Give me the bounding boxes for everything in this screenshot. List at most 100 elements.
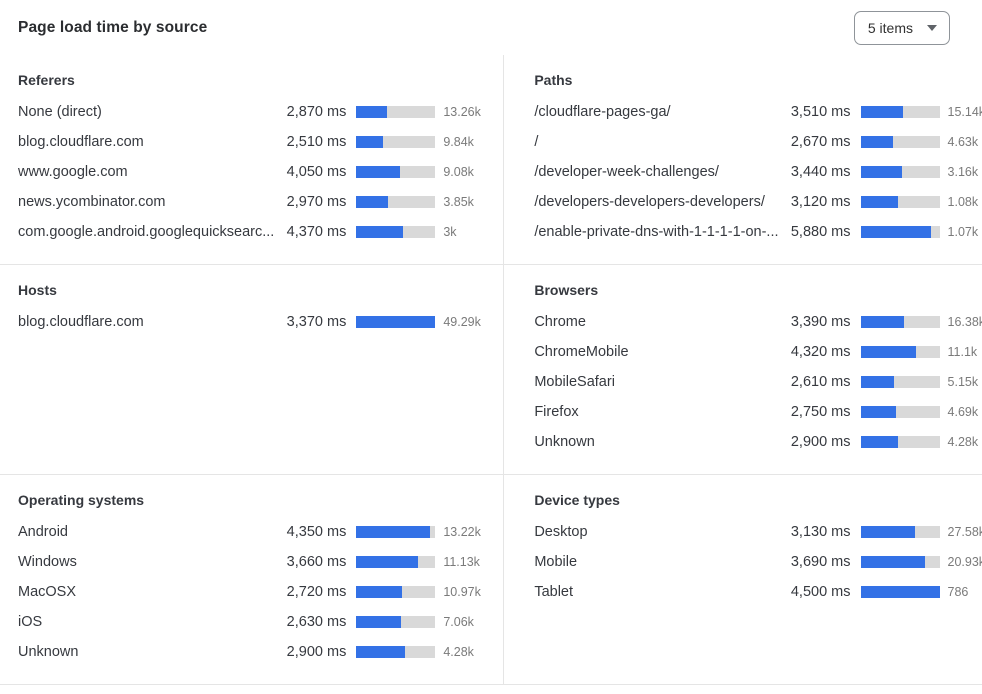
row-bar (860, 526, 940, 538)
metric-row: news.ycombinator.com 2,970 ms 3.85k (18, 187, 489, 217)
metric-row: Android 4,350 ms 13.22k (18, 517, 489, 547)
panel-title-paths: Paths (534, 72, 573, 88)
row-label: /enable-private-dns-with-1-1-1-1-on-... (534, 224, 779, 240)
row-bar (356, 556, 436, 568)
row-count: 4.63k (947, 135, 979, 149)
row-bar (860, 436, 940, 448)
row-label: Unknown (534, 434, 595, 450)
row-ms-value: 2,720 ms (286, 584, 347, 600)
row-ms-value: 4,370 ms (286, 224, 347, 240)
row-count: 4.28k (443, 645, 474, 659)
row-label: / (534, 134, 539, 150)
row-label: Desktop (534, 524, 588, 540)
row-ms-value: 4,050 ms (286, 164, 347, 180)
row-ms-value: 2,750 ms (790, 404, 851, 420)
panel-operating-systems: Operating systems Android 4,350 ms 13.22k Wi… (0, 475, 505, 685)
row-label: www.google.com (18, 164, 128, 180)
row-count: 15.14k (947, 105, 982, 119)
row-bar-fill (356, 526, 430, 538)
metric-row: Desktop 3,130 ms 27.58k (534, 517, 982, 547)
metric-row: MobileSafari 2,610 ms 5.15k (534, 367, 982, 397)
row-bar-fill (860, 436, 898, 448)
row-ms-value: 2,870 ms (286, 104, 347, 120)
row-label: ChromeMobile (534, 344, 629, 360)
row-bar-fill (860, 166, 902, 178)
row-label: Unknown (18, 644, 79, 660)
row-label: /developers-developers-developers/ (534, 194, 765, 210)
metric-row: blog.cloudflare.com 2,510 ms 9.84k (18, 127, 489, 157)
row-count: 9.84k (443, 135, 474, 149)
metric-row: Tablet 4,500 ms 786 (534, 577, 982, 607)
row-bar-fill (860, 406, 896, 418)
row-label: Chrome (534, 314, 586, 330)
row-bar (356, 226, 436, 238)
panel-title-referers: Referers (18, 72, 75, 88)
metric-row: ChromeMobile 4,320 ms 11.1k (534, 337, 982, 367)
panel-title-browsers: Browsers (534, 282, 599, 298)
row-bar (860, 136, 940, 148)
metric-row: /developer-week-challenges/3,440 ms 3.16k (534, 157, 982, 187)
row-ms-value: 3,440 ms (790, 164, 851, 180)
row-bar (356, 166, 436, 178)
row-bar (356, 526, 436, 538)
page-title: Page load time by source (18, 18, 208, 36)
items-count-value: 5 items (867, 19, 913, 36)
row-label: com.google.android.googlequicksearc... (18, 224, 275, 240)
chevron-down-icon (927, 24, 937, 31)
row-bar (860, 406, 940, 418)
row-bar (860, 166, 940, 178)
metric-row: iOS 2,630 ms 7.06k (18, 607, 489, 637)
row-ms-value: 4,500 ms (790, 584, 851, 600)
row-ms-value: 2,970 ms (286, 194, 347, 210)
row-bar (860, 556, 940, 568)
panel-device-types: Device types Desktop 3,130 ms 27.58k Mobile 3… (504, 475, 982, 685)
row-count: 11.13k (443, 555, 480, 569)
panel-paths: Paths/cloudflare-pages-ga/3,510 ms 15.14k… (504, 55, 982, 265)
row-ms-value: 3,690 ms (790, 554, 851, 570)
row-bar-fill (860, 226, 931, 238)
row-bar-fill (860, 526, 916, 538)
row-count: 3.85k (443, 195, 474, 209)
row-label: Firefox (534, 404, 579, 420)
metric-row: Firefox 2,750 ms 4.69k (534, 397, 982, 427)
items-count-select[interactable]: 5 items (853, 10, 950, 45)
row-count: 13.26k (443, 105, 481, 119)
row-label: Android (18, 524, 68, 540)
row-ms-value: 3,390 ms (790, 314, 851, 330)
row-label: Mobile (534, 554, 578, 570)
row-bar (356, 196, 436, 208)
row-label: news.ycombinator.com (18, 194, 166, 210)
metric-row: / 2,670 ms 4.63k (534, 127, 982, 157)
metric-row: None (direct) 2,870 ms 13.26k (18, 97, 489, 127)
row-bar-fill (356, 556, 419, 568)
row-count: 27.58k (947, 525, 982, 539)
row-count: 1.08k (947, 195, 979, 209)
row-bar (860, 106, 940, 118)
row-bar-fill (356, 166, 400, 178)
row-ms-value: 3,510 ms (790, 104, 851, 120)
metric-row: com.google.android.googlequicksearc... 4,… (18, 217, 489, 247)
row-bar (860, 346, 940, 358)
panel-title-device-types: Device types (534, 492, 620, 508)
row-count: 16.38k (947, 315, 982, 329)
metric-row: /enable-private-dns-with-1-1-1-1-on-... 5… (534, 217, 982, 247)
row-bar-fill (860, 106, 903, 118)
row-label: blog.cloudflare.com (18, 314, 144, 330)
row-bar (860, 376, 940, 388)
row-ms-value: 2,900 ms (790, 434, 851, 450)
row-bar-fill (860, 586, 940, 598)
row-bar-fill (860, 556, 926, 568)
row-ms-value: 2,510 ms (286, 134, 347, 150)
row-bar (860, 586, 940, 598)
row-label: MobileSafari (534, 374, 615, 390)
row-ms-value: 4,350 ms (286, 524, 347, 540)
row-bar-fill (356, 616, 401, 628)
row-bar (356, 586, 436, 598)
row-bar (356, 316, 436, 328)
row-bar-fill (356, 226, 404, 238)
metric-row: www.google.com 4,050 ms 9.08k (18, 157, 489, 187)
row-bar-fill (860, 196, 898, 208)
metric-row: MacOSX 2,720 ms 10.97k (18, 577, 489, 607)
row-ms-value: 3,120 ms (790, 194, 851, 210)
metric-row: Windows 3,660 ms 11.13k (18, 547, 489, 577)
